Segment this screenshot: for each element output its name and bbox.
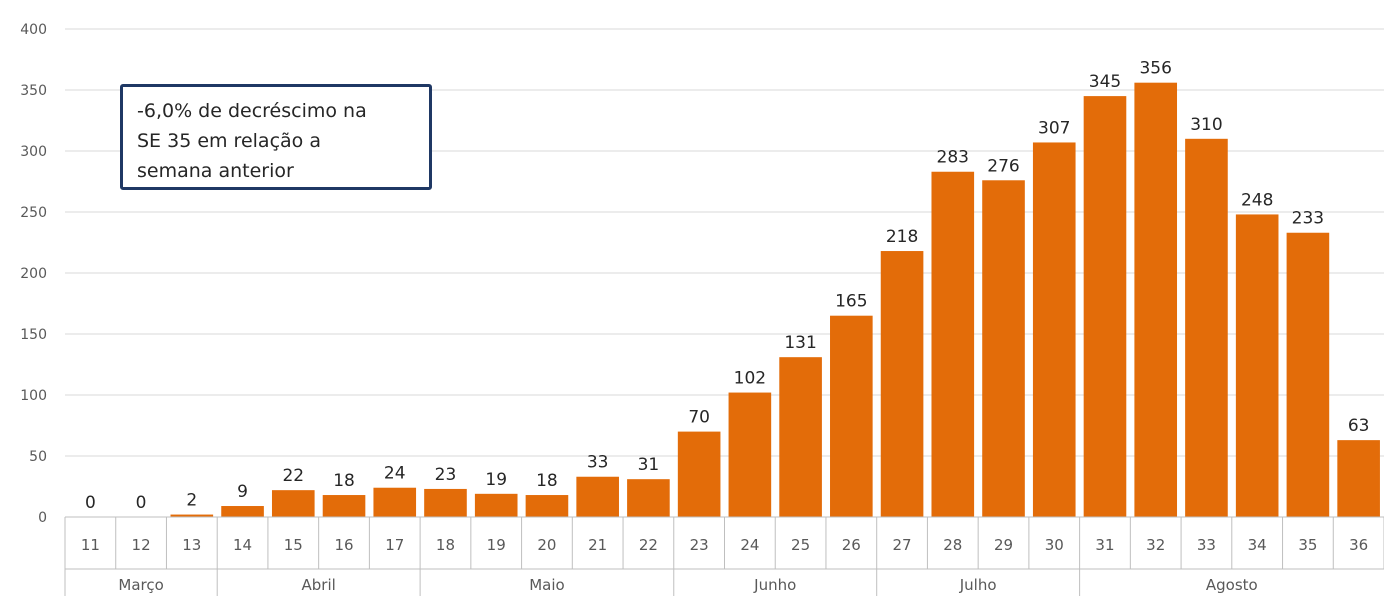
data-label: 165 [835,292,867,312]
y-tick-label: 250 [20,205,47,221]
x-tick-label: 17 [385,536,404,554]
x-tick-label: 25 [791,536,810,554]
data-label: 31 [638,455,660,475]
month-label: Maio [529,576,564,594]
bar [881,251,924,517]
bar [678,432,721,517]
data-label: 283 [937,148,969,168]
x-tick-label: 18 [436,536,455,554]
data-label: 218 [886,227,918,247]
bar [1033,142,1076,517]
data-label: 345 [1089,72,1121,92]
y-tick-label: 400 [20,22,47,38]
bar [576,477,619,517]
bar [526,495,569,517]
data-label: 356 [1139,59,1171,79]
data-label: 102 [734,369,766,389]
bar [1236,214,1279,517]
data-label: 233 [1292,209,1324,229]
month-label: Julho [959,576,997,594]
x-tick-label: 31 [1095,536,1114,554]
y-tick-label: 150 [20,327,47,343]
data-label: 131 [784,333,816,353]
bar [1287,233,1330,517]
bar [323,495,366,517]
y-tick-label: 350 [20,83,47,99]
data-label: 2 [186,491,197,511]
month-label: Agosto [1206,576,1258,594]
data-label: 9 [237,482,248,502]
x-tick-label: 22 [639,536,658,554]
data-label: 0 [136,493,147,513]
y-tick-label: 50 [29,449,47,465]
bar [627,479,670,517]
x-tick-label: 33 [1197,536,1216,554]
bar [931,172,974,517]
x-tick-label: 21 [588,536,607,554]
x-tick-label: 12 [132,536,151,554]
x-tick-label: 13 [182,536,201,554]
x-tick-label: 30 [1045,536,1064,554]
month-label: Março [118,576,163,594]
data-label: 248 [1241,190,1273,210]
x-tick-label: 20 [537,536,556,554]
data-label: 19 [485,470,507,490]
x-tick-label: 35 [1298,536,1317,554]
annotation-box: -6,0% de decréscimo na SE 35 em relação … [120,84,432,190]
data-label: 276 [987,156,1019,176]
bar [272,490,315,517]
x-tick-label: 32 [1146,536,1165,554]
bar [373,488,416,517]
data-label: 18 [333,471,355,491]
annotation-line-1: -6,0% de decréscimo na [137,96,415,126]
x-tick-label: 27 [893,536,912,554]
bar [779,357,822,517]
bar [424,489,467,517]
month-label: Junho [753,576,796,594]
data-label: 63 [1348,416,1370,436]
data-label: 0 [85,493,96,513]
bar [982,180,1025,517]
x-tick-label: 16 [334,536,353,554]
data-label: 24 [384,464,406,484]
data-label: 33 [587,453,609,473]
bar [475,494,518,517]
bar [1185,139,1228,517]
x-tick-label: 36 [1349,536,1368,554]
bar [729,393,772,517]
y-tick-label: 0 [38,510,47,526]
y-tick-label: 100 [20,388,47,404]
x-axis: 11 12 13 14 15 16 17 18 19 20 21 22 23 24 25 26 27 28 29 30… [65,517,1384,596]
x-tick-label: 34 [1248,536,1267,554]
bar [1337,440,1380,517]
x-tick-label: 14 [233,536,252,554]
y-tick-label: 200 [20,266,47,282]
bar [1134,83,1177,517]
month-label: Abril [302,576,336,594]
y-tick-label: 300 [20,144,47,160]
x-tick-label: 26 [842,536,861,554]
y-axis: 0 50 100 150 200 250 300 350 400 [20,22,47,526]
data-label: 307 [1038,118,1070,138]
data-label: 18 [536,471,558,491]
x-tick-label: 19 [487,536,506,554]
data-label: 70 [688,408,710,428]
x-tick-label: 28 [943,536,962,554]
annotation-line-2: SE 35 em relação a [137,126,415,156]
bar [221,506,264,517]
bar [1084,96,1127,517]
data-label: 310 [1190,115,1222,135]
x-tick-label: 15 [284,536,303,554]
x-tick-label: 29 [994,536,1013,554]
x-tick-label: 23 [690,536,709,554]
bar [830,316,873,517]
annotation-line-3: semana anterior [137,156,415,186]
x-tick-label: 24 [740,536,759,554]
x-tick-label: 11 [81,536,100,554]
data-label: 23 [435,465,457,485]
data-label: 22 [282,466,304,486]
